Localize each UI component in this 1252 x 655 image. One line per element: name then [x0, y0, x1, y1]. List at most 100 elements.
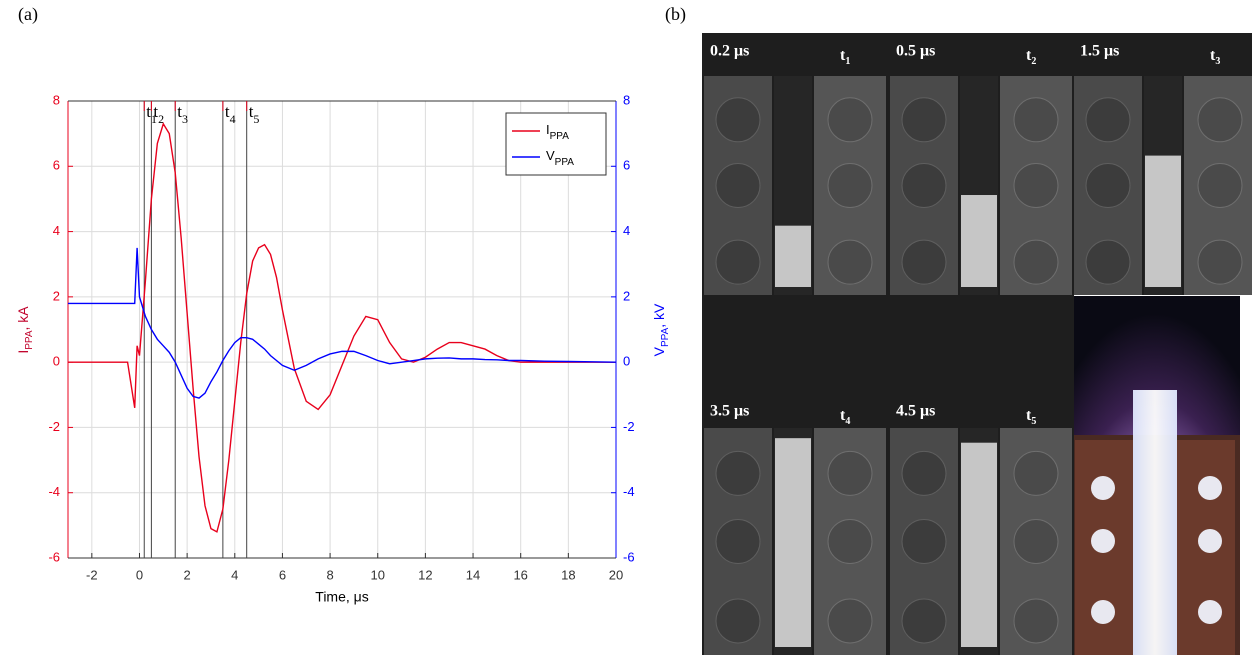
- label-main: t: [225, 102, 230, 121]
- x-tick-label: 18: [561, 567, 575, 582]
- y2-tick-label: 0: [623, 354, 630, 369]
- x-tick-label: 4: [231, 567, 238, 582]
- plasma-glow: [1145, 155, 1181, 287]
- bolt: [827, 163, 873, 208]
- bolt: [1197, 97, 1243, 143]
- bolt: [827, 519, 873, 564]
- photo-tag: t5: [1026, 407, 1036, 427]
- series-line: [68, 247, 617, 399]
- bolt: [901, 450, 947, 496]
- y-tick-label: 6: [53, 158, 60, 173]
- bolt: [1085, 163, 1131, 208]
- label-main: t: [840, 47, 846, 64]
- photo-time: 3.5 μs: [710, 403, 749, 420]
- photo-time: 0.2 μs: [710, 43, 749, 60]
- x-tick-label: 8: [326, 567, 333, 582]
- label-sub: 3: [182, 112, 188, 126]
- bolt: [827, 97, 873, 143]
- y-tick-label: 8: [53, 92, 60, 107]
- label-sub: PPA: [555, 157, 575, 168]
- bolt: [1085, 97, 1131, 143]
- y-tick-label: 4: [53, 223, 60, 238]
- legend-label: VPPA: [546, 148, 574, 168]
- label-sub: 2: [158, 112, 164, 126]
- label-sub: 2: [1031, 56, 1036, 67]
- bolt: [715, 97, 761, 143]
- label-main: t: [840, 407, 846, 424]
- y-axis-label: IPPA, kA: [15, 306, 35, 354]
- x-tick-label: 10: [371, 567, 385, 582]
- label-unit: , kV: [651, 303, 667, 328]
- label-main: I: [15, 350, 31, 354]
- label-main: I: [546, 122, 550, 137]
- y2-tick-label: -6: [623, 549, 635, 564]
- label-sub: 4: [230, 112, 236, 126]
- panel-label: (b): [665, 4, 686, 25]
- time-marker-label: t2: [153, 102, 164, 126]
- photo: 0.5 μs t2: [888, 33, 1074, 295]
- plasma-glow: [775, 438, 811, 647]
- grid: [68, 100, 617, 559]
- bolt: [827, 239, 873, 285]
- label-main: V: [546, 148, 555, 163]
- label-main: t: [177, 102, 182, 121]
- bolt: [901, 97, 947, 143]
- time-marker-label: t4: [225, 102, 236, 126]
- bolt: [1013, 163, 1059, 208]
- label-sub: 5: [253, 112, 259, 126]
- bolt: [901, 163, 947, 208]
- photo-time: 1.5 μs: [1080, 43, 1119, 60]
- bolt: [1197, 163, 1243, 208]
- y-tick-label: -4: [48, 484, 60, 499]
- label-main: t: [1026, 407, 1032, 424]
- bolt: [715, 450, 761, 496]
- y2-tick-label: 8: [623, 92, 630, 107]
- label-main: t: [146, 102, 151, 121]
- y-tick-label: -2: [48, 419, 60, 434]
- label-sub: 1: [845, 56, 850, 67]
- x-axis-label: Time, μs: [315, 589, 368, 605]
- x-tick-label: 0: [136, 567, 143, 582]
- label-sub: 3: [1215, 56, 1220, 67]
- photo-tag: t3: [1210, 47, 1220, 67]
- bolt: [901, 598, 947, 644]
- time-marker-label: t3: [177, 102, 188, 126]
- plasma-glow: [961, 195, 997, 287]
- y-tick-label: -6: [48, 549, 60, 564]
- photo: 0.2 μs t1: [702, 33, 888, 295]
- bolt: [1197, 239, 1243, 285]
- bolt: [715, 239, 761, 285]
- photo-tag: t2: [1026, 47, 1036, 67]
- bolt: [827, 450, 873, 496]
- photo-tag: t4: [840, 407, 850, 427]
- y-tick-label: 0: [53, 354, 60, 369]
- photo: 3.5 μs t4: [702, 295, 888, 655]
- bolt: [1013, 239, 1059, 285]
- photo: 4.5 μs t5: [888, 295, 1074, 655]
- label-unit: , kA: [15, 306, 31, 331]
- label-sub: PPA: [550, 131, 570, 142]
- x-tick-label: 14: [466, 567, 480, 582]
- x-tick-label: 20: [609, 567, 623, 582]
- time-marker-label: t5: [249, 102, 260, 126]
- bolt: [715, 598, 761, 644]
- bolt: [1013, 97, 1059, 143]
- x-tick-label: 6: [279, 567, 286, 582]
- panel-label: (a): [18, 4, 38, 25]
- time-marker-label: t1: [146, 102, 157, 126]
- label-main: V: [651, 346, 667, 356]
- plasma-glow: [961, 442, 997, 647]
- label-sub: 1: [151, 112, 157, 126]
- label-main: t: [1210, 47, 1216, 64]
- bolt: [901, 239, 947, 285]
- photo: 1.5 μs t3: [1072, 33, 1252, 295]
- photo-tag: t1: [840, 47, 850, 67]
- legend-label: IPPA: [546, 122, 569, 142]
- y2-axis-label: VPPA, kV: [651, 303, 671, 356]
- label-main: t: [153, 102, 158, 121]
- bolt: [901, 519, 947, 564]
- bolt: [1013, 598, 1059, 644]
- x-tick-label: 2: [184, 567, 191, 582]
- label-sub: 5: [1031, 416, 1036, 427]
